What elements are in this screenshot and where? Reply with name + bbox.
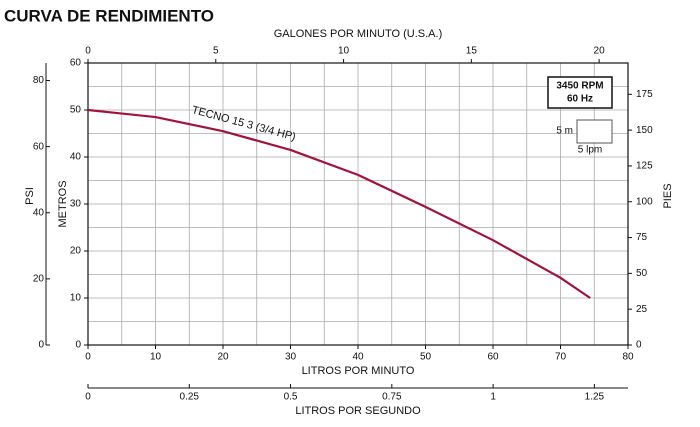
y-tick-label: 10 bbox=[70, 293, 82, 304]
top-axis-title: GALONES POR MINUTO (U.S.A.) bbox=[274, 28, 443, 40]
psi-tick-label: 60 bbox=[33, 141, 45, 152]
y2-tick-label: 125 bbox=[636, 161, 653, 172]
x-tick-label: 80 bbox=[622, 352, 634, 363]
lps-tick-label: 0.5 bbox=[284, 392, 298, 403]
y2-tick-label: 150 bbox=[636, 125, 653, 136]
scale-box bbox=[576, 119, 613, 144]
y-tick-label: 50 bbox=[70, 105, 82, 116]
psi-tick-label: 20 bbox=[33, 274, 45, 285]
x-tick-label: 0 bbox=[85, 352, 91, 363]
y2-tick-label: 50 bbox=[636, 268, 648, 279]
chart-title: CURVA DE RENDIMIENTO bbox=[4, 6, 214, 25]
psi-tick-label: 0 bbox=[38, 340, 44, 351]
top-tick-label: 10 bbox=[338, 46, 350, 57]
x-tick-label: 60 bbox=[487, 352, 499, 363]
y2-tick-label: 100 bbox=[636, 196, 653, 207]
psi-axis-title: PSI bbox=[24, 187, 36, 205]
top-tick-label: 20 bbox=[594, 46, 606, 57]
rpm-box bbox=[547, 76, 613, 109]
psi-tick-label: 40 bbox=[33, 207, 45, 218]
lps-tick-label: 1.25 bbox=[585, 392, 605, 403]
y2-tick-label: 175 bbox=[636, 89, 653, 100]
top-tick-label: 5 bbox=[213, 46, 219, 57]
x-tick-label: 30 bbox=[285, 352, 297, 363]
y-axis-title: METROS bbox=[57, 180, 69, 227]
annotation: 60 Hz bbox=[567, 94, 593, 105]
bottom-axis-title: LITROS POR SEGUNDO bbox=[295, 405, 421, 417]
x-tick-label: 40 bbox=[352, 352, 364, 363]
y-tick-label: 40 bbox=[70, 152, 82, 163]
top-tick-label: 0 bbox=[85, 46, 91, 57]
x-axis-title: LITROS POR MINUTO bbox=[302, 365, 415, 377]
y-tick-label: 60 bbox=[70, 58, 82, 69]
annotation: 5 m bbox=[556, 126, 573, 137]
lps-tick-label: 0.25 bbox=[180, 392, 200, 403]
psi-tick-label: 80 bbox=[33, 75, 45, 86]
x-tick-label: 10 bbox=[150, 352, 162, 363]
y-tick-label: 30 bbox=[70, 199, 82, 210]
x-tick-label: 70 bbox=[555, 352, 567, 363]
annotation: 5 lpm bbox=[578, 145, 602, 156]
y2-tick-label: 75 bbox=[636, 232, 648, 243]
y2-tick-label: 0 bbox=[636, 340, 642, 351]
y-tick-label: 20 bbox=[70, 246, 82, 257]
y2-axis-title: PIES bbox=[662, 183, 674, 208]
curve bbox=[87, 108, 591, 299]
y-tick-label: 0 bbox=[75, 340, 81, 351]
x-tick-label: 50 bbox=[420, 352, 432, 363]
lps-tick-label: 0 bbox=[85, 392, 91, 403]
y2-tick-label: 25 bbox=[636, 304, 648, 315]
lps-tick-label: 1 bbox=[490, 392, 496, 403]
top-tick-label: 15 bbox=[466, 46, 478, 57]
annotation: 3450 RPM bbox=[556, 81, 603, 92]
x-tick-label: 20 bbox=[217, 352, 229, 363]
lps-tick-label: 0.75 bbox=[382, 392, 402, 403]
